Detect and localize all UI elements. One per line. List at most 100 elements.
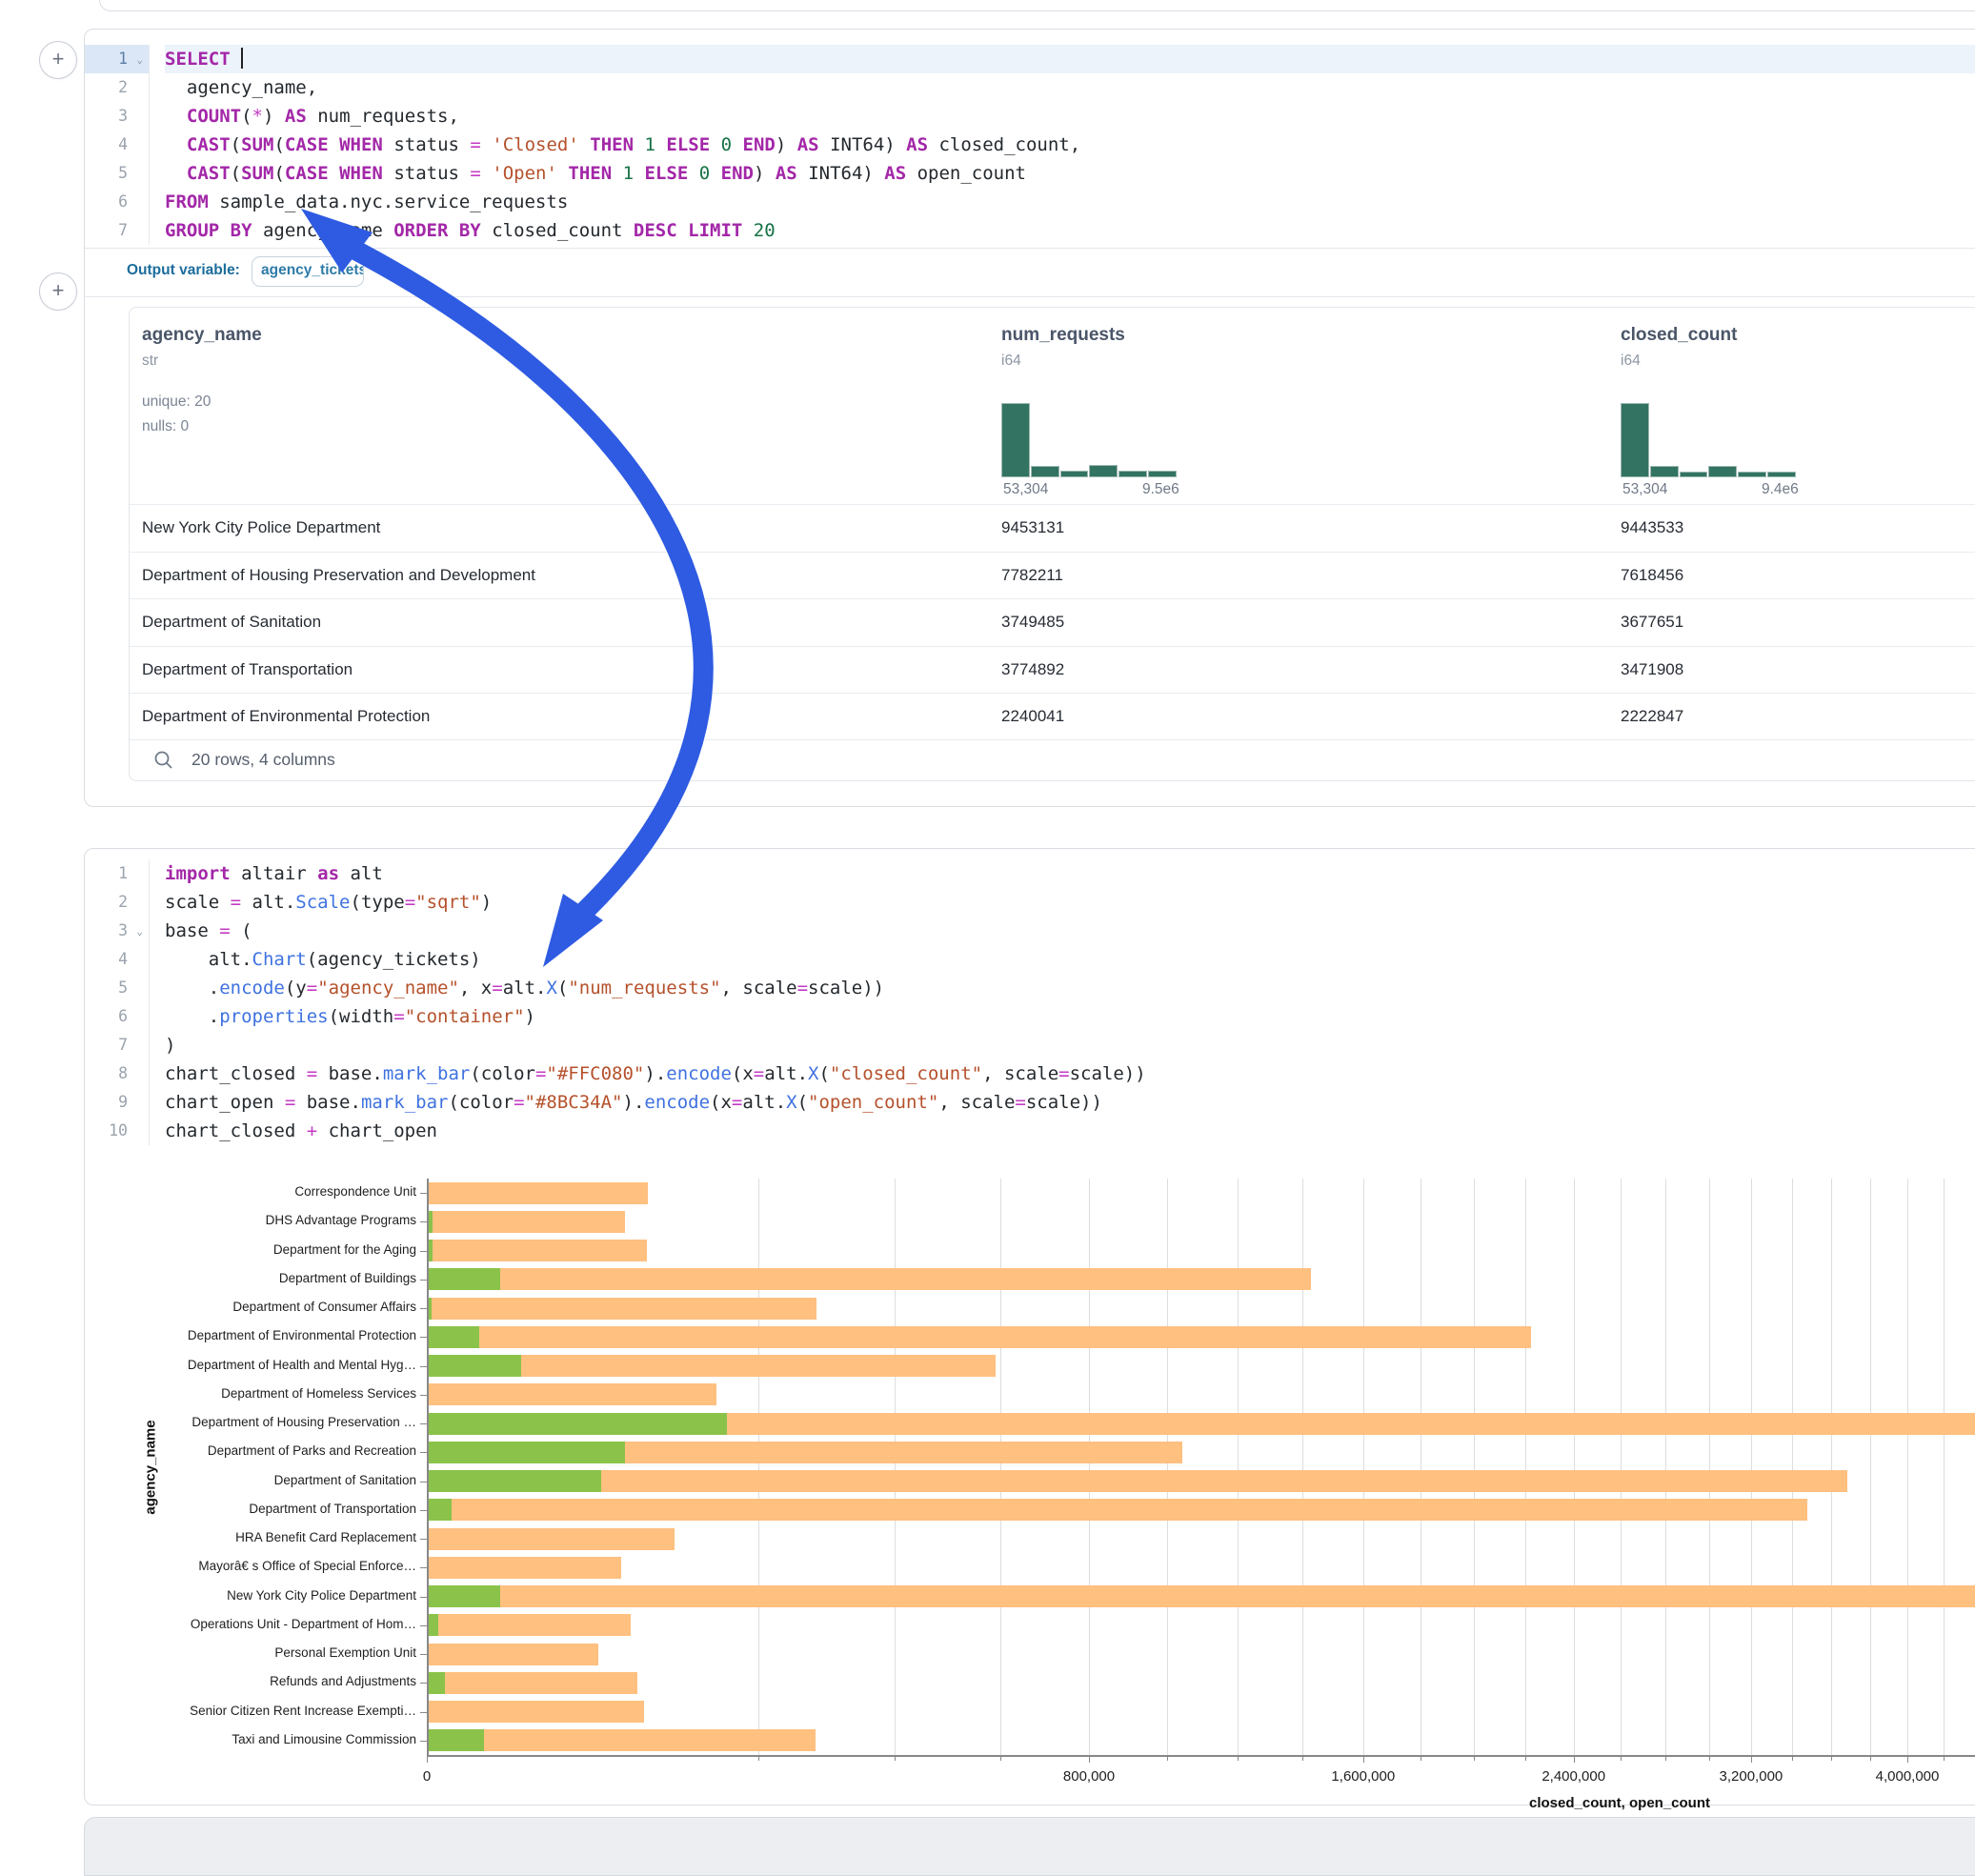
code-line[interactable]: 3 COUNT(*) AS num_requests,	[85, 102, 1975, 131]
histogram-bar	[1767, 472, 1796, 477]
column-name[interactable]: agency_name	[142, 325, 262, 346]
x-tick-label: 0	[423, 1768, 431, 1785]
gridline	[1363, 1179, 1364, 1755]
code-text: FROM sample_data.nyc.service_requests	[165, 188, 1975, 216]
column-name[interactable]: num_requests	[1001, 325, 1125, 346]
y-axis-title: agency_name	[143, 1420, 159, 1514]
code-line[interactable]: 5 CAST(SUM(CASE WHEN status = 'Open' THE…	[85, 159, 1975, 188]
code-line[interactable]: 9 chart_open = base.mark_bar(color="#8BC3…	[85, 1088, 1975, 1117]
y-axis-tick	[420, 1625, 427, 1626]
result-table: agency_name strunique: 20nulls: 0num_req…	[129, 307, 1975, 781]
code-text: chart_open = base.mark_bar(color="#8BC34…	[165, 1088, 1975, 1117]
code-line[interactable]: 1⌄ SELECT	[85, 45, 1975, 73]
closed-count-bar	[428, 1182, 648, 1204]
histogram-bar	[1060, 471, 1089, 477]
code-line[interactable]: 4 CAST(SUM(CASE WHEN status = 'Closed' T…	[85, 131, 1975, 159]
gridline	[1792, 1179, 1793, 1755]
category-label: Department of Sanitation	[274, 1473, 416, 1487]
output-variable-pill[interactable]: agency_tickets	[252, 256, 364, 287]
code-line[interactable]: 2 agency_name,	[85, 73, 1975, 102]
previous-cell-fragment	[99, 0, 1975, 11]
cell-closed-count: 7618456	[1621, 566, 1683, 585]
open-count-bar	[428, 1672, 445, 1694]
line-number: 1⌄	[85, 45, 150, 73]
code-line[interactable]: 6FROM sample_data.nyc.service_requests	[85, 188, 1975, 216]
gridline	[895, 1179, 896, 1755]
open-count-bar	[428, 1355, 521, 1377]
histogram-bar	[1148, 471, 1177, 477]
category-label: Department of Housing Preservation …	[191, 1415, 416, 1429]
cell-closed-count: 9443533	[1621, 518, 1683, 537]
fold-chevron-icon[interactable]: ⌄	[136, 918, 143, 946]
histogram-bar	[1708, 466, 1737, 477]
add-cell-button[interactable]: +	[39, 272, 77, 311]
code-text: chart_closed + chart_open	[165, 1117, 1975, 1145]
y-axis-tick	[420, 1654, 427, 1655]
output-variable-label: Output variable:	[127, 262, 240, 279]
closed-count-bar	[428, 1268, 1311, 1290]
y-axis-tick	[420, 1366, 427, 1367]
open-count-bar	[428, 1268, 500, 1290]
open-count-bar	[428, 1442, 625, 1463]
histogram-bar	[1680, 472, 1708, 477]
closed-count-bar	[428, 1701, 644, 1723]
line-number: 9	[85, 1088, 150, 1117]
line-number: 7	[85, 1031, 150, 1059]
closed-count-bar	[428, 1383, 716, 1405]
code-text: alt.Chart(agency_tickets)	[165, 945, 1975, 974]
code-line[interactable]: 8chart_closed = base.mark_bar(color="#FF…	[85, 1059, 1975, 1088]
sql-code-editor[interactable]: 1⌄ SELECT 2 agency_name,3 COUNT(*) AS num…	[85, 45, 1975, 245]
code-line[interactable]: 1import altair as alt	[85, 859, 1975, 888]
code-line[interactable]: 7)	[85, 1031, 1975, 1059]
code-line[interactable]: 7GROUP BY agency_name ORDER BY closed_co…	[85, 216, 1975, 245]
closed-count-bar	[428, 1326, 1531, 1348]
y-axis-tick	[420, 1741, 427, 1742]
code-line[interactable]: 4 alt.Chart(agency_tickets)	[85, 945, 1975, 974]
cell-num-requests: 9453131	[1001, 518, 1064, 537]
category-label: Department of Transportation	[249, 1502, 416, 1516]
column-stat: nulls: 0	[142, 418, 189, 435]
column-type: i64	[1001, 353, 1021, 370]
cell-agency-name: Department of Environmental Protection	[142, 707, 430, 726]
gridline	[1238, 1179, 1239, 1755]
histogram-bar	[1738, 472, 1766, 477]
gridline	[1574, 1179, 1575, 1755]
category-label: New York City Police Department	[227, 1588, 416, 1603]
x-axis-tick	[427, 1755, 428, 1763]
fold-chevron-icon[interactable]: ⌄	[136, 46, 143, 74]
code-line[interactable]: 3⌄base = (	[85, 917, 1975, 945]
code-text: CAST(SUM(CASE WHEN status = 'Open' THEN …	[165, 159, 1975, 188]
open-count-bar	[428, 1326, 479, 1348]
code-text: SELECT	[165, 45, 1975, 73]
code-text: base = (	[165, 917, 1975, 945]
code-line[interactable]: 6 .properties(width="container")	[85, 1002, 1975, 1031]
cell-closed-count: 2222847	[1621, 707, 1683, 726]
open-count-bar	[428, 1499, 452, 1521]
open-count-bar	[428, 1413, 727, 1435]
y-axis-tick	[420, 1482, 427, 1483]
y-axis-tick	[420, 1510, 427, 1511]
gridline	[1665, 1179, 1666, 1755]
closed-count-bar	[428, 1499, 1807, 1521]
gridline	[758, 1179, 759, 1755]
line-number: 5	[85, 159, 150, 188]
python-code-editor[interactable]: 1import altair as alt2scale = alt.Scale(…	[85, 859, 1975, 1145]
gridline	[1089, 1179, 1090, 1755]
closed-count-bar	[428, 1585, 1975, 1607]
code-text: CAST(SUM(CASE WHEN status = 'Closed' THE…	[165, 131, 1975, 159]
category-label: Operations Unit - Department of Hom…	[191, 1617, 416, 1631]
category-label: Department of Homeless Services	[221, 1386, 416, 1401]
open-count-bar	[428, 1614, 438, 1636]
search-icon[interactable]	[152, 749, 175, 772]
closed-count-bar	[428, 1614, 631, 1636]
code-line[interactable]: 10chart_closed + chart_open	[85, 1117, 1975, 1145]
code-line[interactable]: 2scale = alt.Scale(type="sqrt")	[85, 888, 1975, 917]
closed-count-bar	[428, 1528, 675, 1550]
x-axis-tick	[1907, 1755, 1908, 1763]
category-label: Department of Environmental Protection	[188, 1328, 416, 1342]
column-name[interactable]: closed_count	[1621, 325, 1737, 346]
closed-count-bar	[428, 1672, 637, 1694]
line-number: 2	[85, 73, 150, 102]
code-line[interactable]: 5 .encode(y="agency_name", x=alt.X("num_…	[85, 974, 1975, 1002]
add-cell-button[interactable]: +	[39, 41, 77, 79]
